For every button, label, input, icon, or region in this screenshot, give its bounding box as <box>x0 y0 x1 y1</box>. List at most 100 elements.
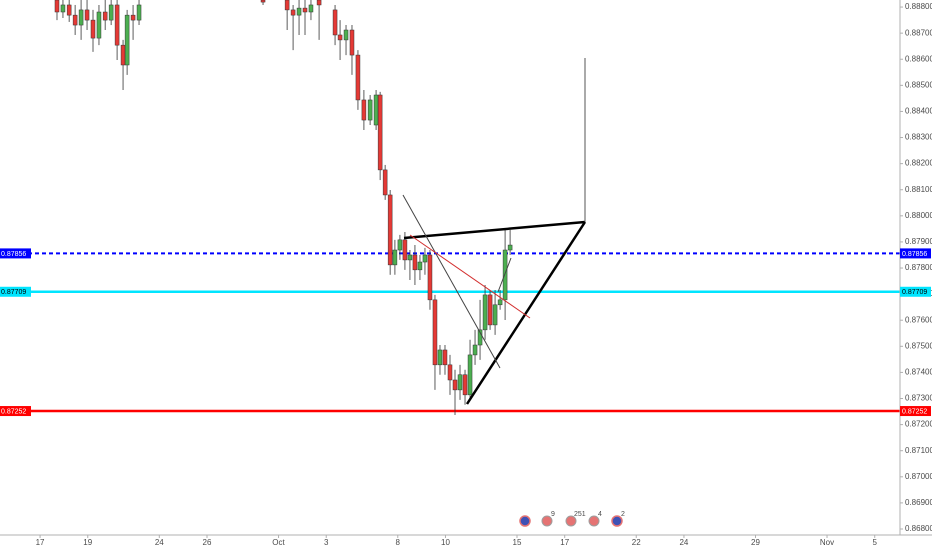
y-tick-label: 0.87800 <box>905 263 932 272</box>
candle-body <box>417 261 423 271</box>
price-label: 0.87709 <box>1 289 26 296</box>
price-label: 0.87252 <box>1 408 26 415</box>
price-label-box <box>900 248 931 259</box>
candle-body <box>482 294 488 331</box>
x-tick-label: 8 <box>396 538 401 547</box>
candle-body <box>392 249 398 266</box>
price-label: 0.87856 <box>1 251 26 258</box>
event-icon[interactable] <box>541 515 553 527</box>
y-tick-label: 0.88500 <box>905 80 932 89</box>
y-tick-label: 0.87500 <box>905 341 932 350</box>
price-lines <box>0 252 900 413</box>
price-label: 0.87856 <box>902 251 927 258</box>
drawings <box>402 58 587 405</box>
trend-line <box>465 221 587 405</box>
candle-body <box>114 4 120 46</box>
y-tick-label: 0.87100 <box>905 446 932 455</box>
y-tick-label: 0.86800 <box>905 524 932 533</box>
candle-body <box>130 14 136 21</box>
trend-line <box>403 220 586 240</box>
event-icon[interactable] <box>588 515 600 527</box>
candle-body <box>472 344 478 356</box>
candle-body <box>442 349 448 366</box>
x-tick-label: 15 <box>513 538 522 547</box>
candle-body <box>427 254 433 301</box>
x-tick-label: 17 <box>560 538 569 547</box>
candle-body <box>84 9 90 21</box>
x-tick-label: 17 <box>36 538 45 547</box>
candle-body <box>355 54 361 101</box>
candle-body <box>349 29 355 56</box>
y-tick-label: 0.88700 <box>905 28 932 37</box>
price-label: 0.87252 <box>902 408 927 415</box>
candle-body <box>447 364 453 381</box>
event-icon[interactable] <box>565 515 577 527</box>
candle-body <box>60 4 66 13</box>
event-icon[interactable] <box>519 515 531 527</box>
candle-body <box>361 99 367 121</box>
plot-area <box>0 0 900 415</box>
candle-body <box>96 11 102 39</box>
candle-body <box>387 194 393 266</box>
candle-body <box>78 9 84 26</box>
x-tick-label: Nov <box>820 538 834 547</box>
candle-body <box>124 14 130 66</box>
x-tick-label: 22 <box>632 538 641 547</box>
event-count: 2 <box>621 511 625 518</box>
candle-body <box>120 44 126 66</box>
candle-body <box>373 94 379 126</box>
x-tick-label: 5 <box>872 538 877 547</box>
candle-body <box>397 239 403 251</box>
candle-body <box>260 0 266 3</box>
x-tick-label: 24 <box>155 538 164 547</box>
x-tick-label: 29 <box>751 538 760 547</box>
candle-body <box>407 254 413 261</box>
candles <box>54 0 513 415</box>
price-label-box <box>900 286 931 297</box>
y-tick-label: 0.88000 <box>905 211 932 220</box>
y-axis: 0.86800 0.86900 0.87000 0.87100 0.87200 0.873… <box>900 2 932 533</box>
candle-body <box>462 374 468 396</box>
candle-body <box>343 29 349 41</box>
candle-body <box>90 19 96 39</box>
candle-body <box>316 0 322 6</box>
y-tick-label: 0.88800 <box>905 2 932 11</box>
candle-body <box>337 34 343 41</box>
y-tick-label: 0.87000 <box>905 472 932 481</box>
event-count: 4 <box>598 511 602 518</box>
price-label-box <box>0 406 31 417</box>
candle-body <box>437 349 443 366</box>
trend-line <box>409 234 531 319</box>
candle-body <box>422 254 428 263</box>
x-tick-label: 24 <box>679 538 688 547</box>
candle-body <box>108 4 114 21</box>
candle-body <box>72 14 78 26</box>
x-tick-label: 10 <box>441 538 450 547</box>
y-tick-label: 0.86900 <box>905 498 932 507</box>
candle-body <box>382 169 388 196</box>
price-label-box <box>0 286 31 297</box>
event-count: 251 <box>574 511 586 518</box>
candle-body <box>502 249 508 301</box>
x-tick-label: 19 <box>83 538 92 547</box>
x-axis: 17 19 24 26 Oct 3 8 10 15 17 22 24 29 Nov 5 <box>36 535 877 547</box>
candle-body <box>54 0 60 13</box>
x-tick-label: 26 <box>203 538 212 547</box>
events: 9 251 4 2 <box>519 511 625 527</box>
x-tick-label: 3 <box>324 538 329 547</box>
y-tick-label: 0.87900 <box>905 237 932 246</box>
candle-body <box>66 4 72 16</box>
candle-body <box>290 9 296 16</box>
y-tick-label: 0.88600 <box>905 54 932 63</box>
candle-body <box>302 7 308 13</box>
candle-body <box>452 379 458 391</box>
candle-body <box>492 304 498 326</box>
price-label: 0.87709 <box>902 289 927 296</box>
candle-body <box>308 4 314 13</box>
candle-body <box>467 354 473 396</box>
event-icon[interactable] <box>611 515 623 527</box>
candle-body <box>136 4 142 21</box>
price-label-box <box>900 406 931 417</box>
candle-body <box>487 294 493 326</box>
